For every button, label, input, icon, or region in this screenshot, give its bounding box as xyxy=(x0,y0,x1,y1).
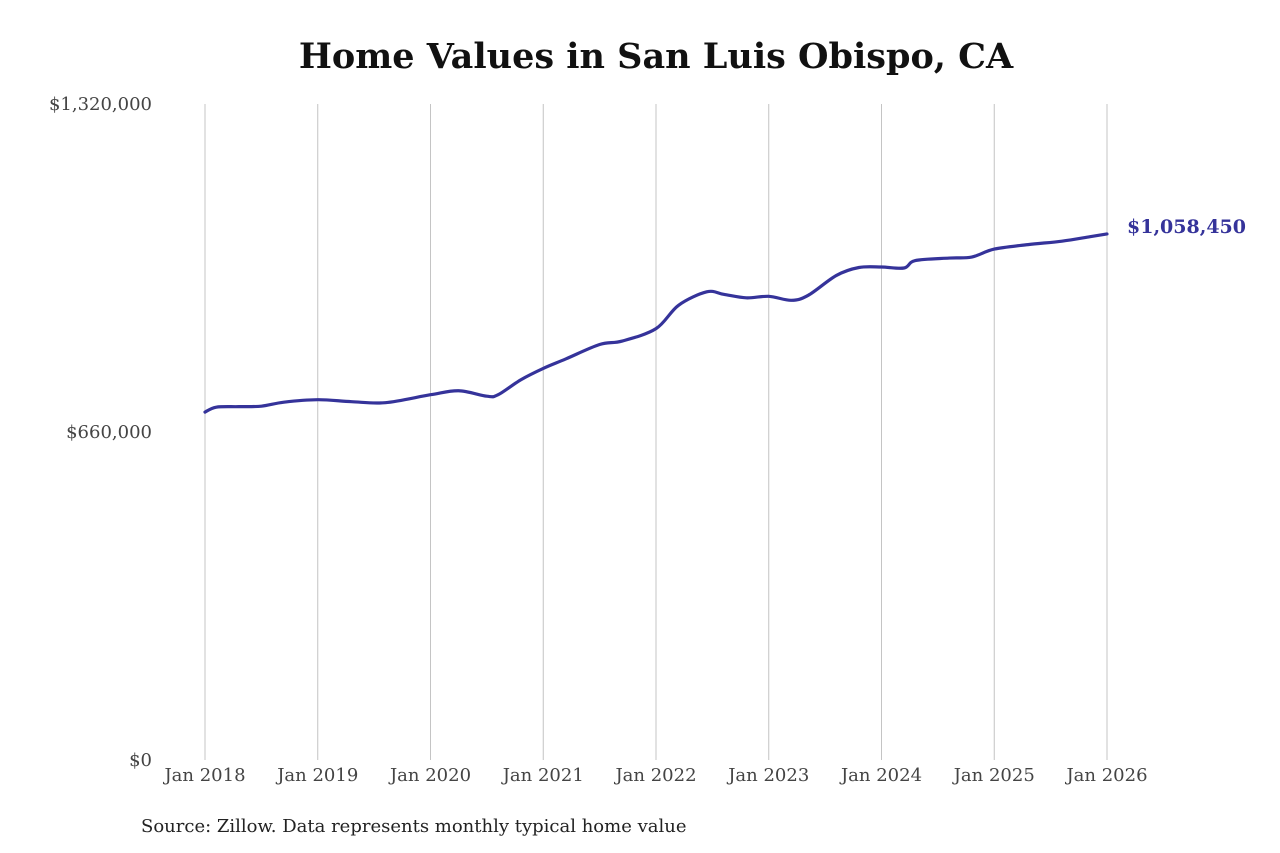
end-value-label: $1,058,450 xyxy=(1127,216,1246,238)
y-axis-ticks: $0 $660,000 $1,320,000 xyxy=(49,94,152,771)
series-line xyxy=(203,232,1109,414)
y-tick-label: $660,000 xyxy=(66,422,152,443)
x-axis-ticks: Jan 2018 Jan 2019 Jan 2020 Jan 2021 Jan 2022… xyxy=(162,765,1147,786)
x-tick-label: Jan 2026 xyxy=(1064,765,1147,786)
chart-title: Home Values in San Luis Obispo, CA xyxy=(298,36,1014,77)
x-tick-label: Jan 2021 xyxy=(501,765,584,786)
x-tick-label: Jan 2025 xyxy=(952,765,1035,786)
series-layer: $1,058,450 xyxy=(203,216,1246,414)
y-tick-label: $1,320,000 xyxy=(49,94,152,115)
x-tick-label: Jan 2020 xyxy=(388,765,471,786)
x-tick-label: Jan 2019 xyxy=(275,765,358,786)
x-tick-label: Jan 2024 xyxy=(839,765,922,786)
source-note: Source: Zillow. Data represents monthly … xyxy=(141,816,687,837)
x-tick-label: Jan 2023 xyxy=(726,765,809,786)
x-tick-label: Jan 2018 xyxy=(162,765,245,786)
vertical-gridlines xyxy=(204,104,1108,760)
y-tick-label: $0 xyxy=(129,750,152,771)
x-tick-label: Jan 2022 xyxy=(613,765,696,786)
